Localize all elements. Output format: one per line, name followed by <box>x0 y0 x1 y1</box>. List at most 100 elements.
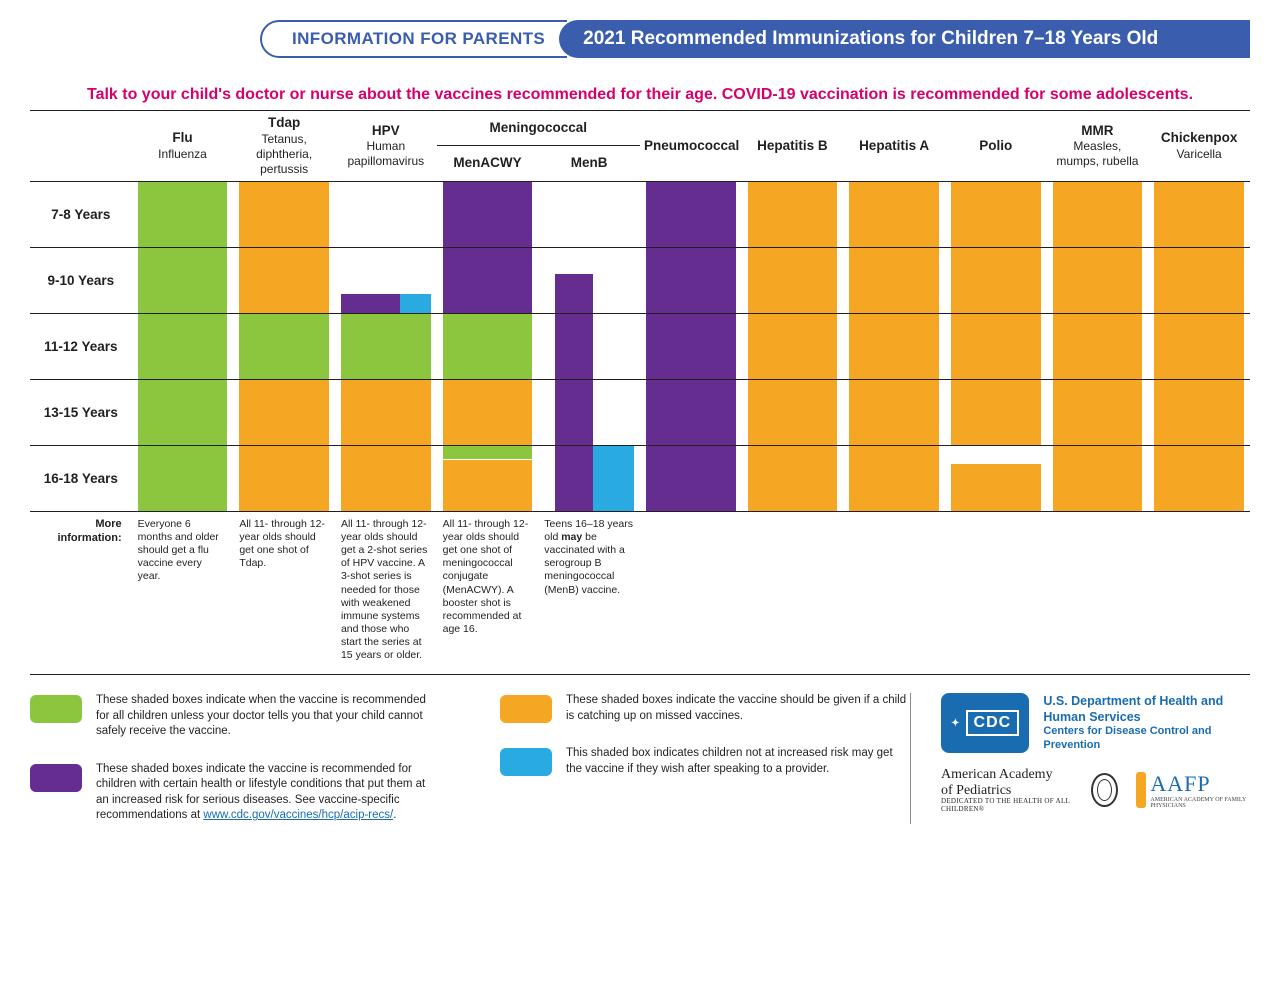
schedule-cell <box>742 313 844 379</box>
header-pill: INFORMATION FOR PARENTS 2021 Recommended… <box>260 20 1250 58</box>
legend-area: These shaded boxes indicate when the vac… <box>30 693 1250 824</box>
schedule-cell <box>843 181 945 247</box>
schedule-cell <box>233 445 335 511</box>
cell-bar <box>341 380 431 445</box>
schedule-cell <box>335 313 437 379</box>
schedule-cell <box>1047 247 1149 313</box>
cell-bar <box>1154 182 1244 247</box>
cell-bar <box>1154 314 1244 379</box>
schedule-table: FluInfluenzaTdapTetanus, diphtheria, per… <box>30 110 1250 666</box>
cell-bar <box>138 248 228 313</box>
header-left: INFORMATION FOR PARENTS <box>260 20 567 58</box>
cell-bar <box>748 314 838 379</box>
legend-swatch <box>500 748 552 776</box>
schedule-cell <box>843 247 945 313</box>
cell-bar <box>138 446 228 511</box>
schedule-cell <box>945 445 1047 511</box>
cell-bar <box>443 182 533 247</box>
schedule-cell <box>538 313 640 379</box>
schedule-cell <box>132 379 234 445</box>
more-info-cell: All 11- through 12-year olds should get … <box>437 511 539 666</box>
tagline: Talk to your child's doctor or nurse abo… <box>30 86 1250 104</box>
cell-bar <box>555 274 593 313</box>
legend-swatch <box>500 695 552 723</box>
cell-bar <box>1154 446 1244 511</box>
schedule-cell <box>233 313 335 379</box>
cdc-badge: ✦ CDC <box>941 693 1029 753</box>
cell-bar <box>1053 380 1143 445</box>
more-info-label: More information: <box>30 511 132 666</box>
legend-swatch <box>30 695 82 723</box>
cell-bar <box>849 446 939 511</box>
schedule-cell <box>132 313 234 379</box>
more-info-cell <box>1148 511 1250 666</box>
cell-bar <box>951 182 1041 247</box>
schedule-cell <box>538 379 640 445</box>
schedule-cell <box>437 181 539 247</box>
schedule-cell <box>742 181 844 247</box>
schedule-cell <box>538 181 640 247</box>
cell-bar <box>1053 182 1143 247</box>
legend-item: These shaded boxes indicate the vaccine … <box>30 762 440 824</box>
schedule-cell <box>945 181 1047 247</box>
schedule-cell <box>233 181 335 247</box>
schedule-cell <box>437 247 539 313</box>
legend-text: These shaded boxes indicate the vaccine … <box>96 762 440 824</box>
schedule-cell <box>437 445 539 511</box>
cell-bar <box>239 446 329 511</box>
cell-bar <box>443 248 533 313</box>
more-info-cell <box>1047 511 1149 666</box>
aafp-logo: AAFP AMERICAN ACADEMY OF FAMILY PHYSICIA… <box>1136 771 1250 809</box>
schedule-cell <box>742 379 844 445</box>
cell-bar <box>748 248 838 313</box>
cell-bar <box>239 182 329 247</box>
schedule-cell <box>1047 313 1149 379</box>
schedule-cell <box>1047 181 1149 247</box>
header-right: 2021 Recommended Immunizations for Child… <box>559 20 1250 58</box>
schedule-cell <box>1148 313 1250 379</box>
schedule-cell <box>132 445 234 511</box>
more-info-cell: All 11- through 12-year olds should get … <box>233 511 335 666</box>
legend-text: These shaded boxes indicate the vaccine … <box>566 693 910 724</box>
cell-bar <box>1154 248 1244 313</box>
cell-bar <box>341 314 431 379</box>
legend-item: This shaded box indicates children not a… <box>500 746 910 777</box>
cell-bar <box>748 446 838 511</box>
schedule-cell <box>1047 379 1149 445</box>
cell-bar <box>443 380 533 445</box>
cell-bar <box>646 380 736 445</box>
schedule-cell <box>335 247 437 313</box>
schedule-cell <box>742 445 844 511</box>
cell-bar <box>951 314 1041 379</box>
cell-bar <box>443 460 533 510</box>
schedule-cell <box>742 247 844 313</box>
age-row-label: 9-10 Years <box>30 247 132 313</box>
cell-bar <box>748 380 838 445</box>
cell-bar <box>239 248 329 313</box>
cell-bar <box>341 446 431 511</box>
cell-bar <box>555 314 593 379</box>
age-row-label: 7-8 Years <box>30 181 132 247</box>
more-info-cell <box>945 511 1047 666</box>
cell-bar <box>138 182 228 247</box>
cell-bar <box>400 294 430 313</box>
more-info-cell: Everyone 6 months and older should get a… <box>132 511 234 666</box>
cell-bar <box>1053 446 1143 511</box>
age-row-label: 11-12 Years <box>30 313 132 379</box>
cell-bar <box>1053 314 1143 379</box>
schedule-cell <box>843 379 945 445</box>
legend-item: These shaded boxes indicate when the vac… <box>30 693 440 740</box>
schedule-cell <box>640 247 742 313</box>
schedule-cell <box>437 313 539 379</box>
hhs-text: U.S. Department of Health and Human Serv… <box>1043 694 1250 725</box>
cell-bar <box>646 446 736 511</box>
schedule-cell <box>335 445 437 511</box>
cell-bar <box>646 248 736 313</box>
aap-logo: American Academyof Pediatrics DEDICATED … <box>941 767 1073 813</box>
cell-bar <box>239 314 329 379</box>
schedule-cell <box>1148 247 1250 313</box>
more-info-cell: All 11- through 12-year olds should get … <box>335 511 437 666</box>
schedule-cell <box>640 445 742 511</box>
schedule-cell <box>1148 445 1250 511</box>
logos: ✦ CDC U.S. Department of Health and Huma… <box>910 693 1250 824</box>
